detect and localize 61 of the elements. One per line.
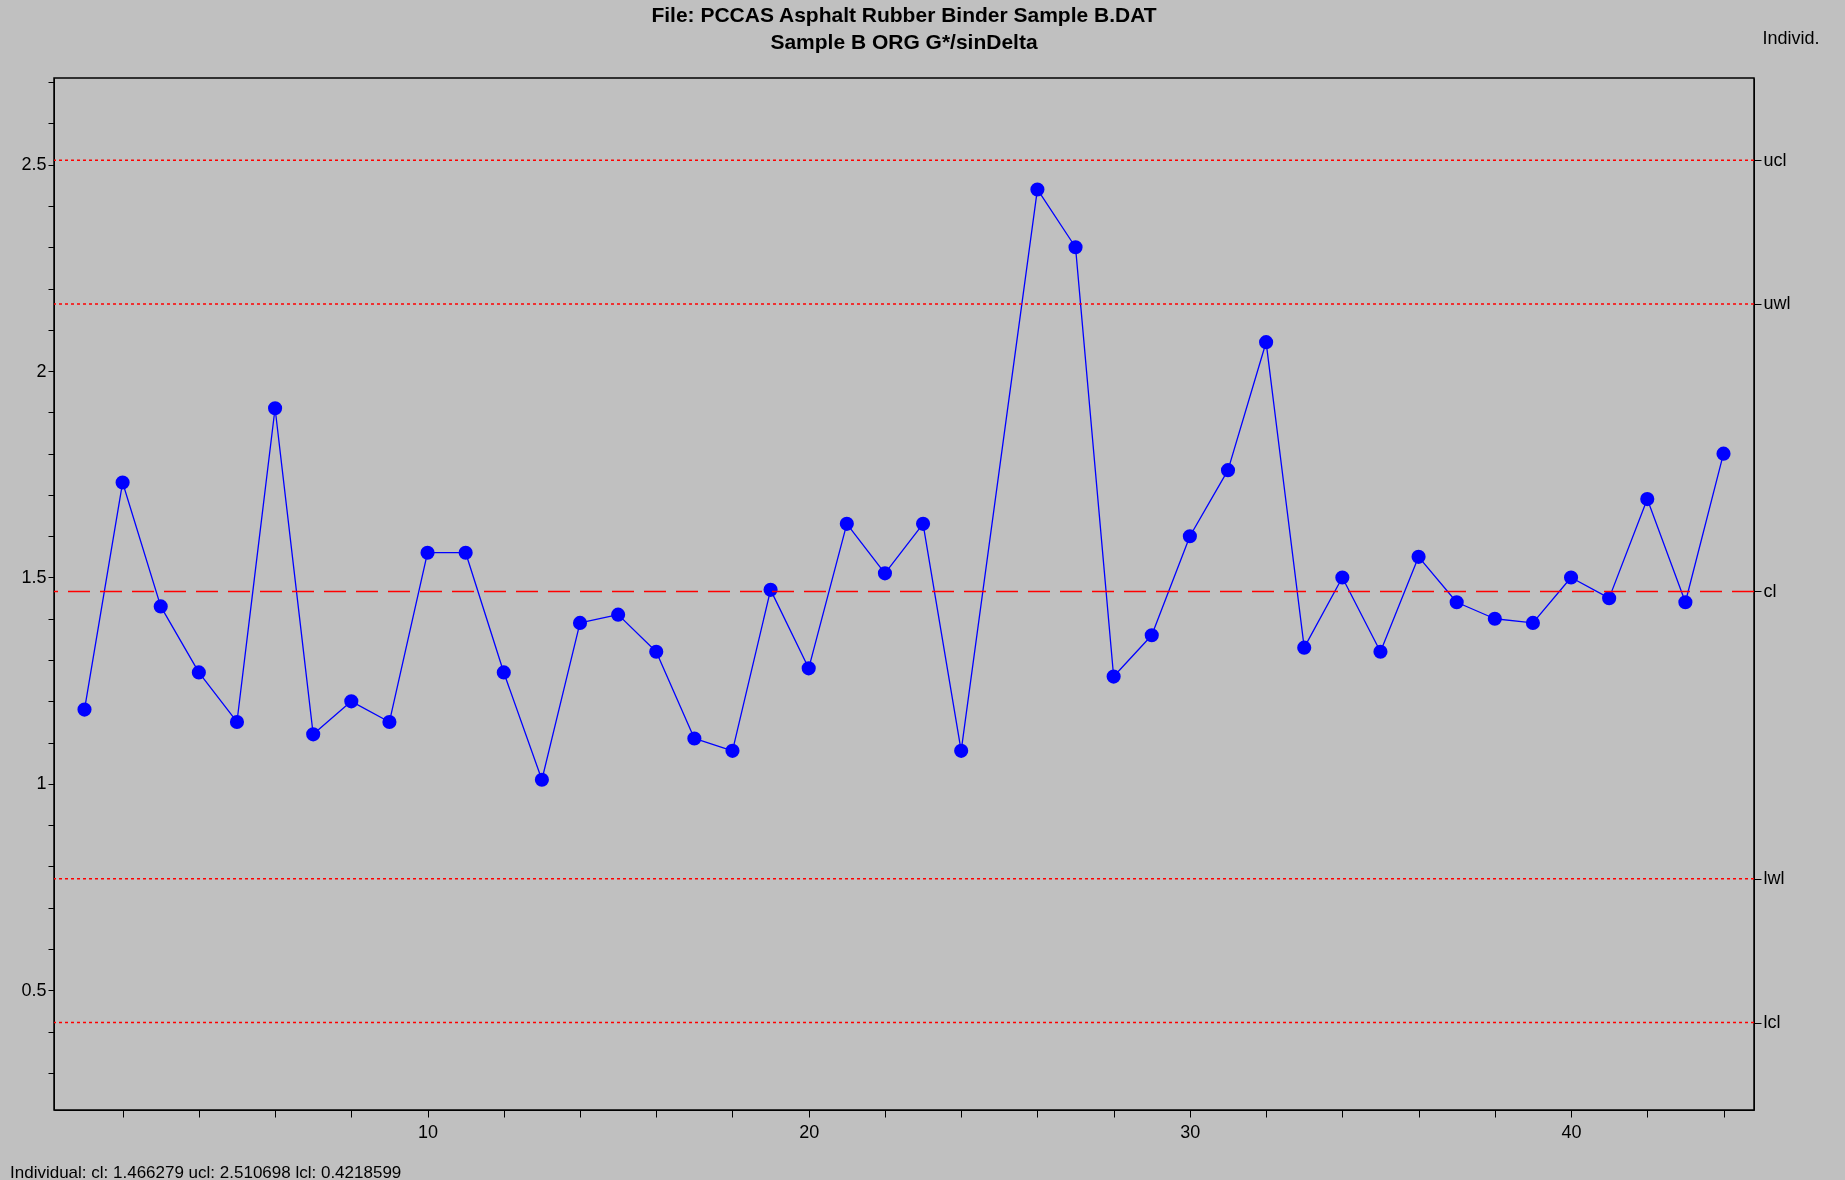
point	[649, 644, 664, 659]
ref-line-label: lwl	[1763, 868, 1785, 889]
point	[1220, 463, 1236, 478]
point	[1068, 240, 1083, 255]
point	[1030, 182, 1045, 197]
point	[1563, 570, 1579, 585]
point	[1487, 611, 1502, 626]
point	[229, 714, 245, 730]
point	[1106, 669, 1121, 684]
x-tick-label: 40	[1561, 1121, 1582, 1142]
point	[725, 743, 740, 758]
point	[344, 694, 359, 709]
point	[1602, 591, 1617, 606]
point	[382, 714, 397, 730]
point	[1335, 570, 1350, 585]
point	[420, 545, 435, 560]
ref-line-label: ucl	[1763, 149, 1787, 170]
text: Individual: cl: 1.466279 ucl: 2.510698 lcl: 0.4218599	[10, 1163, 402, 1180]
point	[1449, 595, 1464, 610]
y-tick-label: 1	[36, 773, 47, 794]
point	[496, 665, 511, 680]
point	[687, 731, 702, 746]
point	[1259, 335, 1274, 350]
y-tick-label: 2	[36, 360, 47, 381]
ref-line-label: lcl	[1763, 1012, 1781, 1033]
point	[1182, 529, 1197, 544]
point	[915, 516, 931, 531]
y-tick-label: 1.5	[21, 566, 47, 587]
ref-line-label: uwl	[1763, 293, 1791, 314]
point	[1525, 615, 1540, 630]
point	[458, 545, 473, 560]
point	[268, 401, 283, 416]
point	[1716, 446, 1731, 461]
x-tick-label: 20	[799, 1121, 820, 1142]
point	[763, 582, 778, 597]
point	[77, 702, 92, 717]
x-tick-label: 30	[1180, 1121, 1201, 1142]
x-tick-label: 10	[418, 1121, 439, 1142]
point	[534, 772, 549, 787]
point	[877, 566, 893, 581]
chart-title: File: PCCAS Asphalt Rubber Binder Sample B.DAT	[651, 3, 1157, 26]
chart-subtitle: Sample B ORG G*/sinDelta	[770, 30, 1038, 53]
y-tick-label: 2.5	[21, 154, 47, 175]
ref-line-label: cl	[1763, 580, 1777, 601]
point	[1144, 628, 1159, 643]
point	[954, 743, 969, 758]
point	[1640, 492, 1655, 507]
point	[153, 599, 168, 614]
point	[1297, 640, 1312, 655]
point	[611, 607, 626, 622]
point	[306, 727, 321, 742]
y-tick-label: 0.5	[21, 979, 47, 1000]
point	[191, 665, 206, 680]
point	[1373, 644, 1388, 659]
point	[801, 661, 816, 676]
point	[1678, 595, 1693, 610]
point	[1411, 549, 1426, 564]
point	[839, 516, 854, 531]
point	[572, 615, 588, 630]
y2-axis-title: Individ.	[1762, 27, 1820, 48]
point	[115, 475, 130, 490]
